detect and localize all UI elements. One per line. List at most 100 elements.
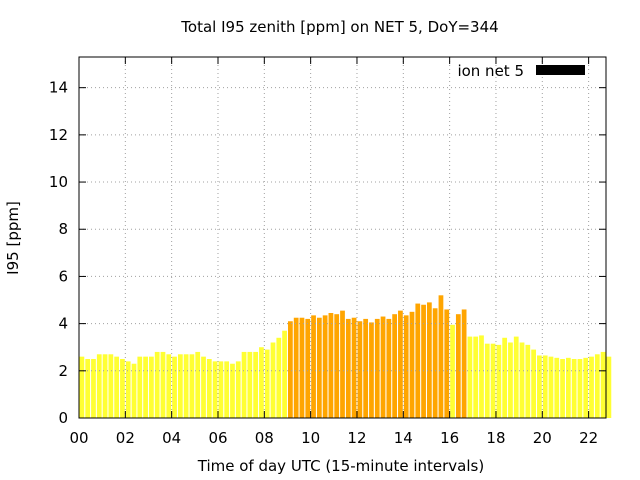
bar — [432, 308, 438, 418]
bar — [299, 317, 305, 418]
bar — [177, 354, 183, 418]
bar — [230, 363, 235, 418]
x-tick-label: 22 — [579, 429, 598, 447]
bar — [426, 302, 432, 418]
x-tick-label: 12 — [347, 429, 366, 447]
bar — [85, 359, 91, 418]
bar — [282, 330, 287, 418]
bar — [172, 356, 177, 418]
bar — [154, 351, 160, 418]
bar — [195, 351, 201, 418]
bar — [484, 343, 490, 418]
bar — [554, 357, 560, 418]
bar — [305, 318, 311, 418]
bar — [212, 361, 218, 418]
legend-label: ion net 5 — [457, 62, 524, 80]
bar — [571, 359, 577, 418]
bar — [218, 361, 224, 418]
bar — [91, 359, 96, 418]
bar — [79, 356, 85, 418]
bar — [380, 316, 386, 418]
bar — [120, 359, 125, 418]
bar — [496, 344, 502, 418]
bar — [398, 310, 403, 418]
bar — [444, 309, 450, 418]
bar — [357, 321, 363, 418]
bar — [293, 317, 299, 418]
bar — [102, 354, 108, 418]
bar — [600, 351, 606, 418]
bar — [403, 315, 409, 418]
y-tick-label: 4 — [58, 315, 68, 333]
bar — [316, 317, 322, 418]
bar — [513, 336, 519, 418]
bar — [264, 349, 270, 418]
bar — [565, 357, 571, 418]
bar — [288, 321, 293, 418]
y-tick-label: 12 — [49, 126, 68, 144]
bar — [461, 309, 467, 418]
bar — [125, 361, 131, 418]
bar — [606, 356, 612, 418]
bar — [328, 313, 334, 418]
y-tick-label: 2 — [58, 362, 68, 380]
bar — [583, 357, 589, 418]
bar — [479, 335, 484, 418]
bar — [166, 354, 172, 418]
bar — [542, 355, 548, 418]
bar — [322, 315, 328, 418]
bar — [235, 361, 241, 418]
bar — [577, 359, 583, 418]
bar — [438, 295, 444, 418]
bar — [392, 314, 397, 418]
bar — [259, 347, 264, 418]
bar — [143, 356, 148, 418]
bar — [270, 342, 276, 418]
bar — [369, 322, 374, 418]
bar — [351, 317, 357, 418]
x-tick-label: 14 — [394, 429, 413, 447]
bar — [334, 314, 340, 418]
bar — [455, 314, 461, 418]
bar — [415, 303, 421, 418]
x-tick-label: 02 — [116, 429, 135, 447]
bar — [253, 351, 259, 418]
bar — [490, 343, 496, 418]
legend-swatch — [536, 65, 585, 75]
bar — [276, 337, 282, 418]
x-tick-label: 06 — [208, 429, 227, 447]
bar — [345, 318, 351, 418]
bar — [386, 318, 392, 418]
bar — [589, 356, 594, 418]
y-tick-label: 6 — [58, 267, 68, 285]
bar — [363, 318, 369, 418]
x-tick-label: 16 — [440, 429, 459, 447]
x-tick-label: 08 — [255, 429, 274, 447]
y-tick-label: 8 — [58, 220, 68, 238]
bar — [594, 354, 600, 418]
bar — [311, 315, 316, 418]
chart-title: Total I95 zenith [ppm] on NET 5, DoY=344 — [180, 18, 498, 36]
bar — [531, 349, 536, 418]
plot-frame — [78, 56, 607, 419]
bar — [247, 351, 253, 418]
y-tick-label: 14 — [49, 79, 68, 97]
bar — [560, 359, 565, 418]
bar — [525, 344, 531, 418]
bar — [189, 354, 195, 418]
x-axis-label: Time of day UTC (15-minute intervals) — [197, 457, 484, 475]
bar — [508, 342, 513, 418]
bar — [537, 355, 542, 418]
bar — [467, 336, 473, 418]
bar — [160, 351, 166, 418]
x-tick-label: 20 — [533, 429, 552, 447]
bar — [183, 354, 189, 418]
bar — [519, 342, 525, 418]
bar — [340, 310, 345, 418]
bar — [131, 363, 137, 418]
y-tick-label: 10 — [49, 173, 68, 191]
bar — [241, 351, 247, 418]
bar — [96, 354, 102, 418]
x-tick-label: 04 — [162, 429, 181, 447]
y-tick-label: 0 — [58, 409, 68, 427]
